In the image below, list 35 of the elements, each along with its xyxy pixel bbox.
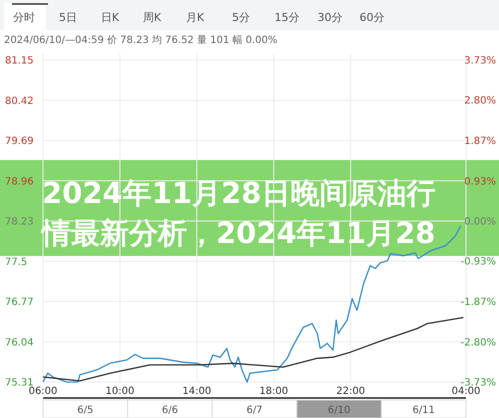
chart-subtitle: 2024/06/10/—04:59 价 78.23 均 76.52 量 101 幅 0.00% [4, 34, 278, 46]
x-tick-label: 22:00 [336, 386, 366, 397]
y2-tick-label: -1.87% [460, 297, 496, 308]
y-tick-label: 76.04 [5, 337, 34, 348]
x-tick-label: 14:00 [182, 386, 212, 397]
y2-tick-label: 2.80% [464, 96, 496, 107]
y-tick-label: 76.77 [5, 297, 34, 308]
y-tick-label: 78.96 [5, 176, 34, 188]
y2-tick-label: 3.73% [464, 56, 496, 66]
y2-tick-label: 1.87% [464, 136, 496, 147]
text: 月K [186, 11, 205, 24]
text: 周K [142, 11, 162, 24]
text: 6/6 [162, 405, 178, 416]
text: 60分 [360, 11, 384, 24]
y-tick-label: 77.5 [5, 256, 28, 268]
text: 15分 [274, 11, 300, 24]
text: 6/5 [77, 405, 94, 416]
text: 5分 [232, 11, 250, 24]
y-tick-label: 78.23 [5, 216, 34, 228]
y2-tick-label: -0.93% [460, 256, 496, 268]
text: 30分 [318, 11, 342, 24]
x-tick-label: 06:00 [28, 386, 58, 397]
x-tick-label: 10:00 [105, 386, 134, 397]
text: 日K [100, 11, 120, 24]
text: 5日 [59, 11, 77, 24]
x-tick-label: 18:00 [259, 386, 288, 397]
y2-tick-label: -2.80% [460, 337, 496, 348]
text: 6/10 [328, 405, 350, 416]
text: 分时 [13, 11, 35, 24]
text: 6/11 [412, 405, 435, 416]
y-tick-label: 81.15 [5, 56, 34, 66]
x-tick-label: 04:00 [452, 386, 480, 397]
y-tick-label: 80.42 [5, 96, 34, 107]
text: 6/7 [246, 405, 263, 416]
y-tick-label: 79.69 [5, 136, 34, 147]
